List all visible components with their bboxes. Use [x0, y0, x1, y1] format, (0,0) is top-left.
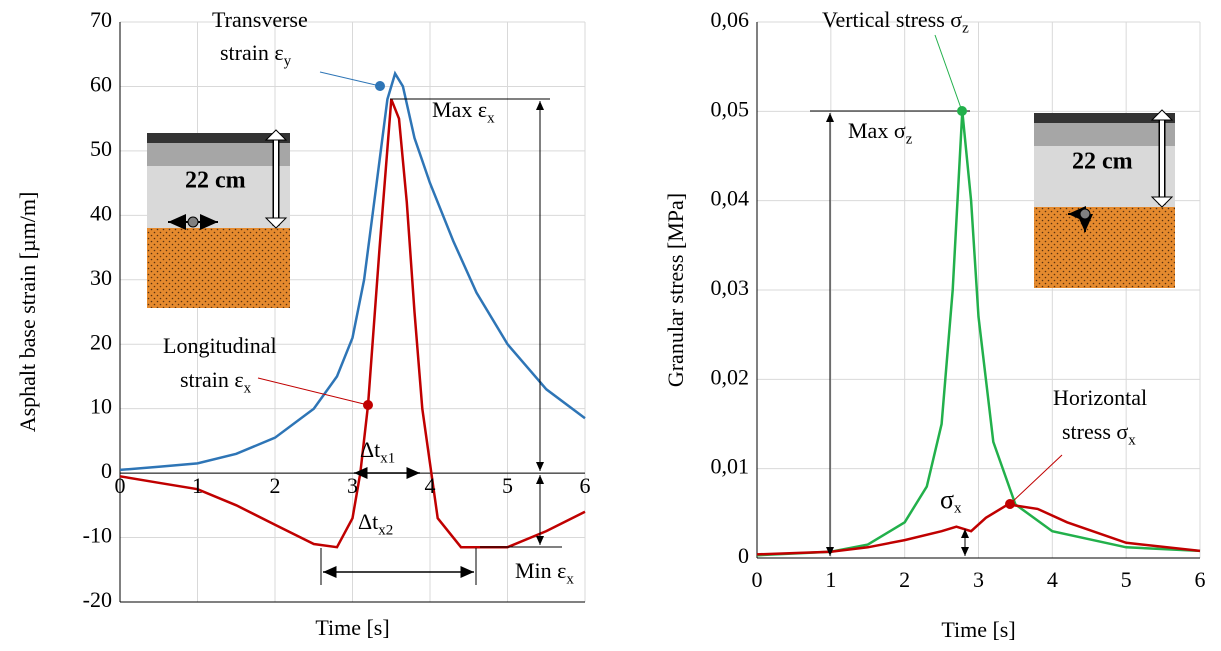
annotation-subscript: x — [566, 571, 574, 587]
annotation-subscript: z — [906, 131, 913, 147]
x-tick-label: 2 — [270, 473, 281, 498]
x-tick-label: 5 — [1121, 567, 1132, 592]
y-tick-label: 0,04 — [711, 186, 750, 211]
x-tick-label: 4 — [1047, 567, 1058, 592]
annotation: strain ε — [220, 40, 284, 65]
x-tick-label: 5 — [502, 473, 513, 498]
y-tick-label: 40 — [90, 200, 112, 225]
x-tick-label: 0 — [115, 473, 126, 498]
x-tick-label: 6 — [580, 473, 591, 498]
annotation: Δt — [358, 509, 378, 534]
y-tick-label: 0,01 — [711, 454, 750, 479]
x-tick-label: 4 — [425, 473, 436, 498]
annotation-subscript: x — [487, 110, 495, 126]
annotation: strain ε — [180, 367, 244, 392]
annotation-subscript: y — [284, 53, 292, 69]
annotation: σ — [940, 485, 954, 514]
y-tick-label: 30 — [90, 265, 112, 290]
y-tick-label: 60 — [90, 71, 112, 96]
annotation: Longitudinal — [163, 333, 277, 358]
y-tick-label: 70 — [90, 7, 112, 32]
annotation-subscript: x1 — [380, 450, 395, 466]
x-tick-label: 3 — [973, 567, 984, 592]
annotation: 22 cm — [185, 168, 246, 194]
x-tick-label: 3 — [347, 473, 358, 498]
y-tick-label: 0,05 — [711, 96, 750, 121]
y-tick-label: 0,02 — [711, 364, 750, 389]
y-tick-label: 20 — [90, 329, 112, 354]
annotation-lines — [257, 34, 1063, 585]
y-tick-label: 10 — [90, 394, 112, 419]
y-axis-label: Granular stress [MPa] — [663, 193, 688, 387]
y-tick-label: -10 — [83, 523, 112, 548]
pavement-inset — [1034, 109, 1175, 288]
annotation-subscript: x2 — [378, 522, 393, 538]
y-tick-label: -20 — [83, 587, 112, 612]
y-tick-label: 50 — [90, 136, 112, 161]
y-axis-label: Asphalt base strain [µm/m] — [15, 192, 40, 433]
x-tick-label: 1 — [825, 567, 836, 592]
points — [363, 81, 1015, 509]
line-series — [119, 98, 586, 549]
annotation: stress σ — [1062, 419, 1128, 444]
annotation-subscript: x — [244, 380, 252, 396]
x-tick-label: 6 — [1195, 567, 1206, 592]
x-tick-label: 1 — [192, 473, 203, 498]
annotation: Max σ — [848, 118, 906, 143]
annotation: Vertical stress σ — [822, 7, 962, 32]
annotation-subscript: z — [962, 20, 969, 36]
y-tick-label: 0,03 — [711, 275, 750, 300]
annotation: Δt — [360, 437, 380, 462]
x-axis-label: Time [s] — [315, 615, 389, 640]
annotation: Max ε — [432, 97, 487, 122]
annotation-subscript: x — [954, 500, 962, 516]
pavement-inset — [147, 129, 290, 308]
plots — [119, 21, 1201, 603]
line-series — [756, 503, 1201, 556]
annotation-subscript: x — [1128, 432, 1136, 448]
y-tick-label: 0,06 — [711, 7, 750, 32]
y-tick-label: 0 — [738, 543, 749, 568]
annotation: Transverse — [212, 7, 308, 32]
x-tick-label: 2 — [899, 567, 910, 592]
line-series — [119, 70, 586, 472]
x-axis-label: Time [s] — [941, 617, 1015, 642]
y-tick-label: 0 — [101, 458, 112, 483]
annotation: 22 cm — [1072, 149, 1133, 175]
annotation: Min ε — [515, 558, 566, 583]
x-tick-label: 0 — [752, 567, 763, 592]
annotation: Horizontal — [1053, 385, 1147, 410]
